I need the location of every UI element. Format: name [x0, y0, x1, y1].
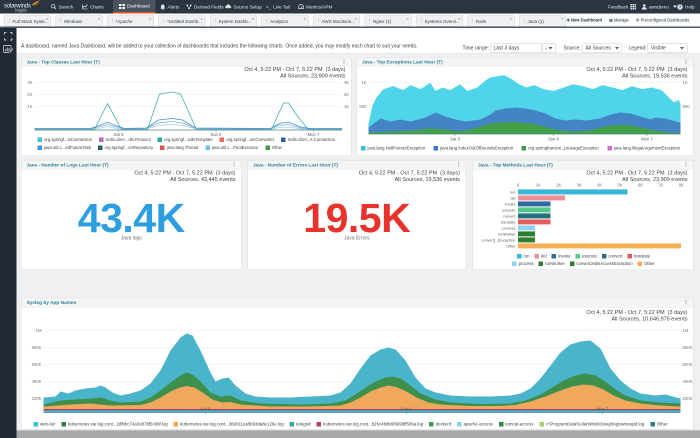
svg-text:convert: convert — [503, 215, 516, 219]
svg-text:1K: 1K — [344, 104, 349, 109]
svg-text:500: 500 — [359, 104, 367, 109]
svg-text:Mon 7: Mon 7 — [597, 407, 609, 412]
svg-text:execute: execute — [502, 209, 515, 213]
svg-text:Sun 6: Sun 6 — [401, 407, 413, 412]
svg-text:200K: 200K — [683, 396, 693, 401]
svg-text:2K: 2K — [27, 92, 32, 97]
svg-text:1M: 1M — [683, 328, 689, 333]
svg-text:Sun 6: Sun 6 — [210, 132, 222, 137]
svg-text:convert[...]Exception: convert[...]Exception — [482, 239, 516, 243]
svg-text:5K: 5K — [617, 183, 622, 188]
svg-text:1M: 1M — [36, 328, 42, 333]
svg-text:Sat 5: Sat 5 — [201, 407, 212, 412]
svg-text:process: process — [502, 227, 515, 231]
svg-text:600K: 600K — [683, 362, 693, 367]
svg-text:run: run — [510, 191, 515, 195]
svg-text:Other: Other — [506, 245, 516, 249]
svg-text:1K: 1K — [536, 183, 541, 188]
svg-text:1K: 1K — [683, 80, 688, 85]
svg-text:del: del — [510, 197, 515, 201]
svg-text:2K: 2K — [344, 92, 349, 97]
svg-text:500: 500 — [683, 104, 691, 109]
svg-text:invoke: invoke — [505, 203, 516, 207]
svg-text:200K: 200K — [32, 396, 42, 401]
svg-text:?: ? — [679, 4, 682, 9]
svg-text:8K: 8K — [679, 183, 684, 188]
svg-text:Sat 5: Sat 5 — [114, 132, 125, 137]
svg-text:7K: 7K — [658, 183, 663, 188]
svg-text:3K: 3K — [344, 80, 349, 85]
svg-text:400K: 400K — [32, 379, 42, 384]
svg-text:3K: 3K — [577, 183, 582, 188]
svg-text:0: 0 — [517, 183, 520, 188]
svg-text:800K: 800K — [683, 345, 693, 350]
svg-text:Mon 7: Mon 7 — [308, 132, 320, 137]
svg-text:Mon 7: Mon 7 — [641, 137, 653, 142]
svg-text:6K: 6K — [638, 183, 643, 188]
svg-text:translate: translate — [501, 221, 515, 225]
svg-text:4K: 4K — [597, 183, 602, 188]
svg-text:1K: 1K — [27, 104, 32, 109]
svg-text:1K: 1K — [361, 80, 366, 85]
svg-text:400K: 400K — [683, 379, 693, 384]
svg-text:Sun 6: Sun 6 — [548, 137, 560, 142]
svg-text:600K: 600K — [32, 362, 42, 367]
svg-text:runWorker: runWorker — [498, 233, 516, 237]
svg-text:2K: 2K — [556, 183, 561, 188]
svg-text:Sat 5: Sat 5 — [450, 137, 461, 142]
svg-text:800K: 800K — [32, 345, 42, 350]
svg-text:3K: 3K — [27, 80, 32, 85]
